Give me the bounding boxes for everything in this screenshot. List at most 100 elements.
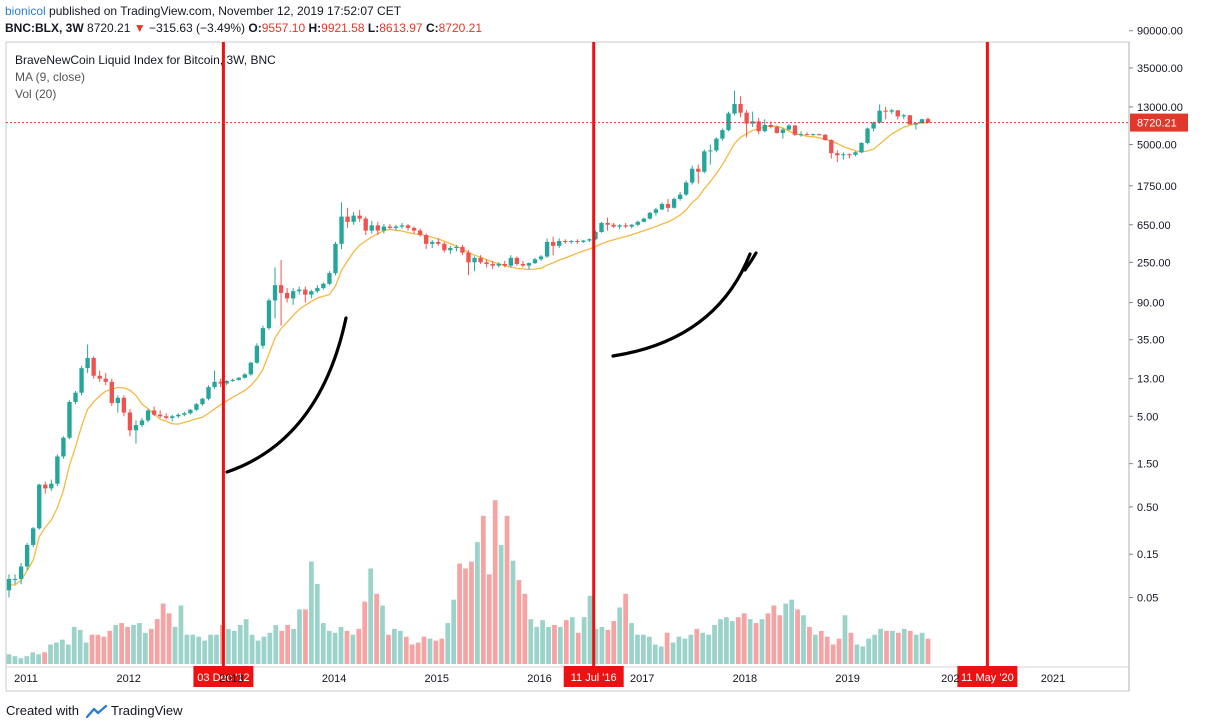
candle-body <box>139 420 145 426</box>
candle-body <box>611 224 616 227</box>
candle-body <box>12 578 18 580</box>
candle <box>363 216 368 236</box>
candle-body <box>538 256 544 260</box>
volume-bar <box>24 656 30 664</box>
candle <box>381 224 387 234</box>
candle <box>895 110 900 120</box>
brand-name[interactable]: TradingView <box>111 703 183 718</box>
candle-body <box>750 121 755 124</box>
volume-bar <box>279 630 285 664</box>
candle <box>164 413 169 420</box>
candle <box>690 165 695 185</box>
series-title[interactable]: BraveNewCoin Liquid Index for Bitcoin, 3… <box>15 53 276 67</box>
volume-bar <box>872 634 878 664</box>
candle-body <box>919 119 925 124</box>
vertical-marker-label: 11 May '20 <box>961 672 1014 684</box>
volume-bar <box>463 568 468 664</box>
volume-bar <box>765 613 771 664</box>
candle <box>641 217 647 223</box>
vertical-marker[interactable]: 11 Jul '16 <box>563 42 624 687</box>
candle-body <box>665 204 671 208</box>
candle-body <box>683 182 689 195</box>
candle <box>853 151 858 157</box>
candle-body <box>157 414 163 417</box>
candle <box>345 207 350 228</box>
volume-bar <box>860 646 866 664</box>
vertical-marker[interactable]: 11 May '20 <box>957 42 1018 687</box>
vertical-marker[interactable]: 03 Dec '12 <box>193 42 254 687</box>
candle-body <box>726 113 731 131</box>
volume-bar <box>214 634 219 664</box>
candle-body <box>127 412 133 431</box>
volume-bar <box>148 628 154 664</box>
candle <box>49 479 54 491</box>
candle <box>738 96 743 118</box>
volume-bar <box>735 617 741 664</box>
candle-body <box>563 241 568 243</box>
candle-body <box>297 289 302 292</box>
volume-bar <box>563 620 569 664</box>
candle-body <box>399 225 405 227</box>
volume-bar <box>113 625 119 664</box>
candle <box>792 125 798 137</box>
volume-bar <box>125 626 130 664</box>
candle <box>369 220 374 234</box>
candle-body <box>786 125 792 130</box>
volume-bar <box>356 628 362 664</box>
candle <box>786 124 792 131</box>
candle-body <box>405 225 411 228</box>
volume-bar <box>190 634 196 664</box>
candle <box>321 282 326 290</box>
candle-body <box>411 227 417 231</box>
candle <box>18 563 24 585</box>
candle-body <box>266 300 272 329</box>
candle-body <box>877 110 882 123</box>
candle <box>677 191 683 201</box>
volume-bar <box>469 561 474 664</box>
vertical-marker-label-bg <box>563 666 624 687</box>
volume-legend[interactable]: Vol (20) <box>15 87 57 101</box>
volume-bar <box>907 630 913 664</box>
published-text: published on TradingView.com, November 1… <box>49 4 402 18</box>
volume-bar <box>795 609 800 664</box>
candle-body <box>792 125 798 135</box>
volume-bar <box>433 640 439 664</box>
price-tick-label: 650.00 <box>1137 220 1171 232</box>
last-price-marker: 8720.21 <box>6 113 1188 132</box>
candle <box>810 133 816 136</box>
volume-bar <box>504 515 510 664</box>
price-axis-labels: 13000000.005000000.001750000.00650000.00… <box>1129 26 1183 604</box>
price-tick-label: 0.05 <box>1137 592 1158 604</box>
candle-body <box>109 381 114 404</box>
candle <box>278 259 284 326</box>
high-value: 9921.58 <box>321 21 365 35</box>
candle <box>865 127 870 145</box>
volume-bar <box>267 632 273 664</box>
candle <box>544 238 550 258</box>
candle-body <box>865 128 870 143</box>
candle <box>145 409 151 423</box>
candle <box>569 240 574 244</box>
candle-body <box>145 410 151 421</box>
volume-bar <box>297 609 302 664</box>
candle-body <box>623 225 628 227</box>
candle <box>284 288 290 303</box>
candle-body <box>883 110 888 112</box>
volume-bar <box>421 636 427 664</box>
candle-body <box>381 226 387 231</box>
candle-body <box>230 379 235 381</box>
ma-legend[interactable]: MA (9, close) <box>15 70 86 84</box>
candle-body <box>6 578 12 591</box>
candle <box>55 454 60 486</box>
candle-body <box>309 291 314 295</box>
volume-bar <box>878 628 883 664</box>
candle-body <box>702 151 707 172</box>
candle <box>357 209 362 222</box>
candle <box>829 139 834 159</box>
author-name[interactable]: bionicol <box>5 4 46 18</box>
plot-frame <box>5 41 1130 692</box>
candle <box>194 403 199 412</box>
volume-bar <box>575 632 581 664</box>
candle <box>496 262 501 268</box>
